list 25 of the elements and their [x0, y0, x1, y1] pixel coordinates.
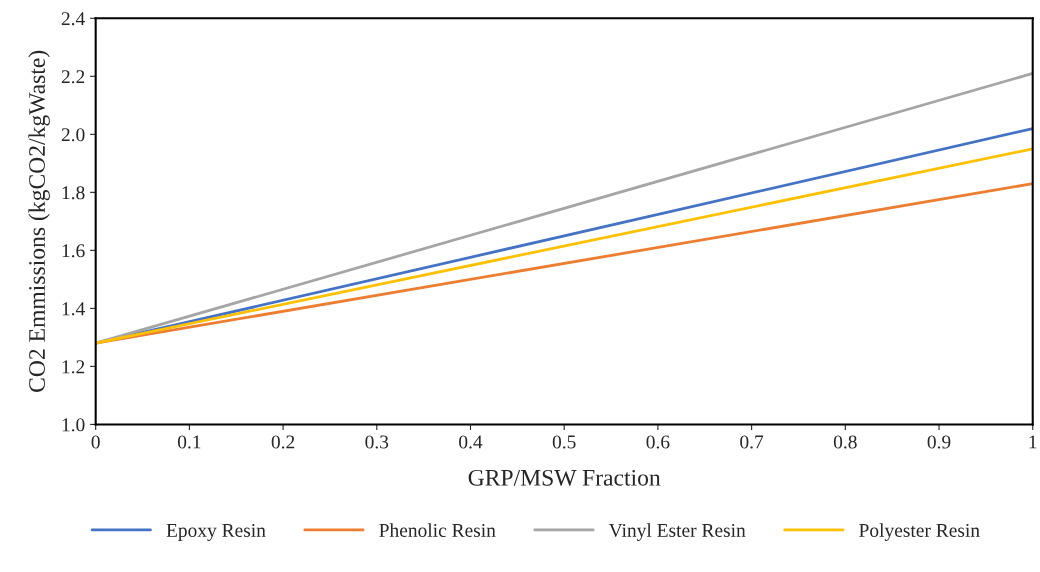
legend-label: Polyester Resin: [859, 523, 980, 541]
legend-label: Epoxy Resin: [166, 523, 266, 541]
y-tick-label: 1.4: [62, 302, 85, 316]
legend-label: Phenolic Resin: [379, 523, 496, 537]
x-tick-label: 0.9: [927, 435, 951, 449]
y-tick-label: 1.0: [62, 418, 85, 432]
legend-label: Vinyl Ester Resin: [608, 523, 746, 541]
x-tick-label: 0.2: [271, 435, 295, 449]
x-tick-label: 0.7: [740, 435, 764, 449]
y-axis-title: CO2 Emmissions (kgCO2/kgWaste): [28, 50, 50, 392]
y-tick-label: 1.8: [62, 186, 85, 200]
x-tick-label: 0.8: [833, 435, 857, 449]
x-tick-label: 0.3: [365, 435, 389, 449]
x-tick-label: 0.1: [177, 435, 201, 449]
x-tick-label: 0.5: [552, 435, 576, 449]
y-tick-label: 1.6: [62, 244, 85, 258]
y-tick-label: 2.4: [61, 12, 85, 26]
y-tick-label: 2.0: [61, 128, 85, 142]
x-axis-title: GRP/MSW Fraction: [468, 469, 661, 486]
x-tick-label: 0.6: [646, 435, 670, 449]
x-tick-label: 1: [1029, 435, 1037, 449]
y-tick-label: 2.2: [61, 70, 85, 84]
y-tick-label: 1.2: [62, 360, 85, 374]
x-tick-label: 0.4: [459, 435, 483, 449]
x-tick-label: 0: [91, 435, 100, 449]
